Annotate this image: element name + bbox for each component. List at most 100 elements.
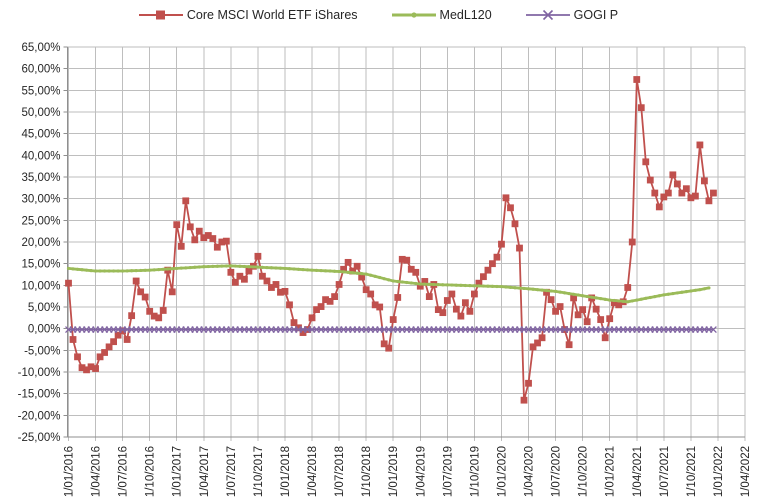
x-tick-label: 1/04/2021 [632, 446, 644, 497]
data-point-dot [206, 264, 210, 269]
y-tick-label: 65,00% [21, 42, 60, 54]
data-point-dot [102, 269, 107, 273]
data-point-square [182, 197, 190, 205]
x-tick-label: 1/10/2018 [361, 446, 373, 497]
data-point-square [624, 284, 632, 291]
data-point-dot [441, 283, 445, 287]
data-point-dot [274, 266, 278, 270]
data-point-dot [594, 296, 598, 300]
data-point-square [308, 314, 316, 322]
x-tick-label: 1/01/2022 [713, 446, 725, 497]
data-point-square [669, 171, 677, 179]
data-point-dot [157, 267, 161, 272]
data-point-square [200, 234, 208, 242]
legend-item-gogi-p[interactable]: GOGI P [525, 8, 618, 22]
data-point-dot [346, 270, 350, 274]
data-point-dot [301, 267, 305, 272]
data-point-square [313, 306, 320, 313]
data-point-square [552, 307, 559, 315]
data-point-square [340, 265, 348, 273]
y-tick-label: 25,00% [21, 215, 60, 227]
data-point-square [209, 235, 217, 242]
data-point-dot [522, 286, 526, 291]
data-point-x-marker [709, 326, 717, 333]
data-point-square [263, 277, 271, 285]
data-point-square [295, 324, 302, 332]
data-point-dot [644, 296, 648, 300]
data-point-dot [477, 284, 481, 288]
data-point-dot [396, 279, 400, 284]
x-tick-label: 1/04/2022 [740, 446, 752, 497]
data-point-dot [540, 288, 544, 292]
data-point-dot [387, 278, 391, 282]
data-point-dot [310, 268, 314, 272]
y-tick-label: 60,00% [21, 64, 60, 76]
data-point-square [448, 290, 456, 298]
green-line-marker-icon [391, 12, 436, 18]
data-point-dot [400, 280, 404, 284]
y-tick-label: 0,00% [28, 324, 61, 336]
data-point-dot [215, 264, 219, 268]
data-point-square [299, 329, 307, 336]
data-point-dot [242, 264, 246, 269]
data-point-square [421, 278, 429, 285]
data-point-square [416, 282, 424, 290]
data-point-dot [319, 269, 323, 273]
data-point-dot [373, 274, 377, 278]
data-point-square [710, 189, 717, 197]
data-point-square [141, 293, 149, 301]
data-point-square [696, 141, 704, 149]
data-point-square [159, 307, 167, 314]
data-point-square [511, 220, 519, 228]
x-tick-label: 1/01/2021 [605, 446, 617, 497]
y-tick-label: 45,00% [21, 129, 60, 141]
data-point-square [646, 176, 654, 184]
data-point-square [574, 311, 582, 319]
data-point-square [529, 343, 537, 351]
data-point-dot [360, 272, 364, 276]
data-point-square [466, 307, 474, 315]
data-point-dot [612, 298, 616, 303]
legend-label: MedL120 [439, 8, 492, 22]
data-point-dot [526, 287, 531, 291]
data-point-dot [671, 291, 675, 296]
legend-item-core-msci-world-etf-ishares[interactable]: Core MSCI World ETF iShares [138, 8, 358, 22]
data-point-dot [436, 283, 440, 287]
data-point-square [425, 293, 433, 300]
data-point-square [394, 294, 402, 301]
data-point-dot [355, 271, 359, 275]
x-tick-label: 1/04/2020 [524, 446, 536, 497]
data-point-dot [260, 265, 265, 269]
data-point-dot [369, 273, 373, 277]
data-point-dot [405, 280, 409, 285]
y-tick-label: -15,00% [18, 389, 61, 401]
data-point-square [137, 288, 145, 296]
data-point-square [213, 243, 221, 251]
data-point-square [254, 252, 262, 260]
data-point-dot [265, 265, 269, 270]
x-tick-label: 1/07/2016 [118, 446, 130, 497]
data-point-dot [287, 267, 292, 271]
series-medl120 [66, 264, 711, 304]
data-point-dot [698, 288, 702, 292]
x-tick-label: 1/07/2020 [551, 446, 563, 497]
data-point-square [92, 365, 99, 372]
data-point-dot [468, 284, 472, 288]
data-point-square [272, 281, 280, 288]
data-point-square [691, 192, 699, 200]
data-point-dot [251, 265, 256, 269]
data-point-dot [567, 291, 571, 296]
data-point-square [407, 265, 415, 273]
x-tick-label: 1/10/2021 [686, 446, 698, 497]
data-point-dot [107, 269, 111, 273]
legend-item-medl120[interactable]: MedL120 [391, 8, 492, 22]
data-point-square [520, 396, 528, 404]
data-point-square [236, 272, 244, 280]
data-point-dot [599, 297, 603, 301]
data-point-square [633, 76, 641, 83]
data-point-dot [130, 269, 134, 273]
y-tick-label: 20,00% [21, 237, 60, 249]
data-point-square [660, 193, 668, 201]
data-point-square [489, 260, 496, 268]
data-point-square [317, 303, 325, 310]
